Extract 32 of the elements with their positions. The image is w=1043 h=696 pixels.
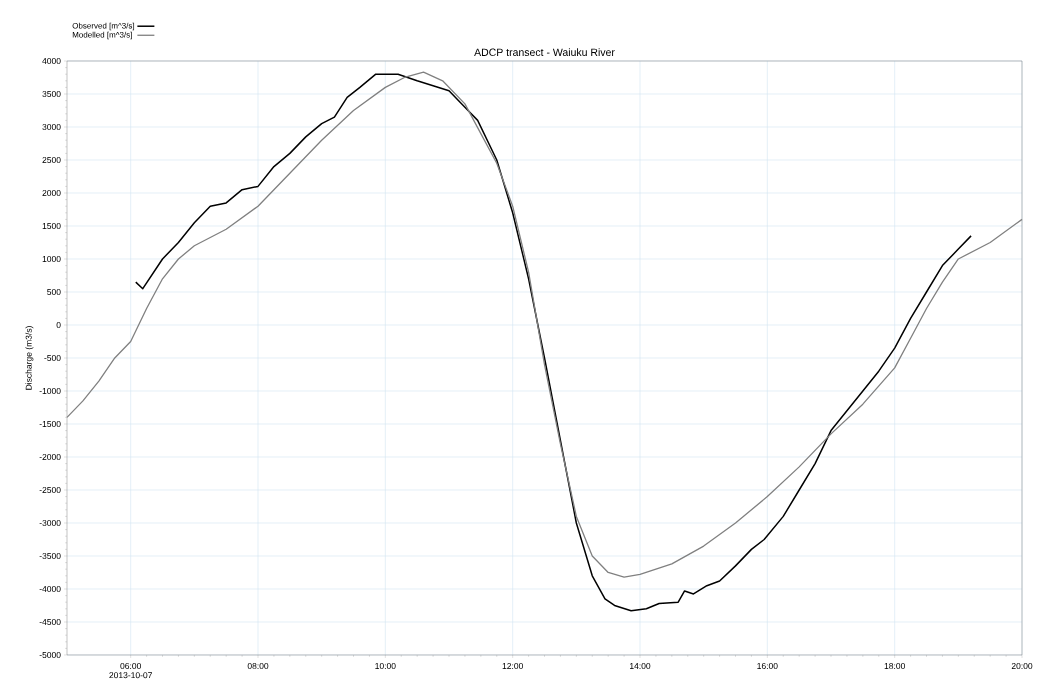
x-tick-label: 18:00 xyxy=(884,663,905,670)
chart-title: ADCP transect - Waiuku River xyxy=(474,48,615,56)
legend-label: Observed [m^3/s] xyxy=(72,22,135,31)
y-tick-label: 4000 xyxy=(42,57,61,64)
y-tick-label: 2500 xyxy=(42,156,61,163)
y-tick-label: -2000 xyxy=(39,453,61,460)
y-tick-label: -4500 xyxy=(39,618,61,625)
y-tick-label: -3000 xyxy=(39,519,61,526)
y-tick-label: -2500 xyxy=(39,486,61,493)
y-tick-label: -4000 xyxy=(39,585,61,592)
x-tick-label: 12:00 xyxy=(502,663,523,670)
y-tick-label: 1500 xyxy=(42,222,61,229)
y-tick-label: -3500 xyxy=(39,552,61,559)
x-tick-label: 20:00 xyxy=(1011,663,1033,670)
y-tick-label: -5000 xyxy=(39,651,61,658)
x-tick-label: 16:00 xyxy=(757,663,778,670)
x-tick-label: 06:00 xyxy=(120,663,141,670)
y-tick-label: -1500 xyxy=(39,420,61,427)
y-tick-label: -500 xyxy=(44,354,61,361)
y-tick-label: 2000 xyxy=(42,189,61,196)
y-axis-title: Discharge (m3/s) xyxy=(25,326,34,390)
y-tick-label: -1000 xyxy=(39,387,61,394)
x-tick-label: 10:00 xyxy=(375,663,396,670)
x-tick-label: 14:00 xyxy=(630,663,651,670)
y-tick-label: 1000 xyxy=(42,255,61,262)
legend-label: Modelled [m^3/s] xyxy=(72,31,132,40)
y-tick-label: 3000 xyxy=(42,123,61,130)
y-tick-label: 0 xyxy=(56,321,61,328)
text: 2013-10-07 xyxy=(109,672,152,679)
y-tick-label: 500 xyxy=(47,288,61,295)
x-tick-label: 08:00 xyxy=(247,663,269,670)
y-tick-label: 3500 xyxy=(42,90,61,97)
